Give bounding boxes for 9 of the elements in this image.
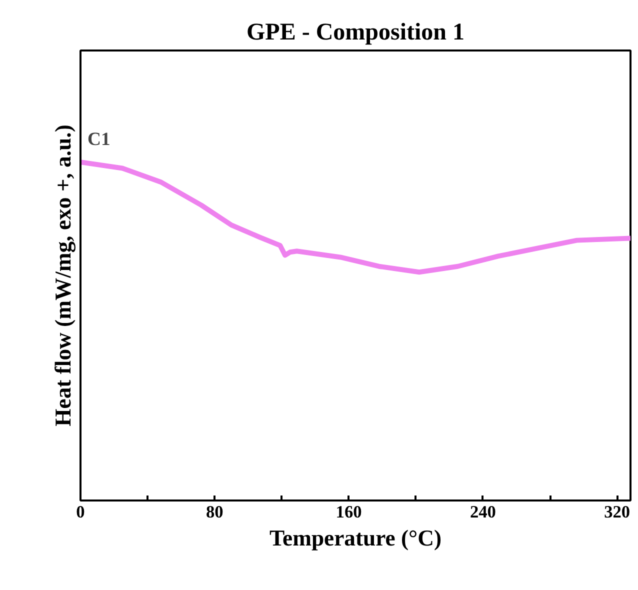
annotation: C1: [88, 129, 110, 150]
x-tick-label: 240: [470, 502, 496, 522]
x-tick-label: 0: [76, 502, 85, 522]
x-tick-label: 160: [336, 502, 362, 522]
x-axis-title: Temperature (°C): [269, 526, 442, 550]
x-tick-label: 320: [604, 502, 630, 522]
chart-title: GPE - Composition 1: [246, 20, 465, 46]
y-axis-title: Heat flow (mW/mg, exo +, a.u.): [50, 124, 76, 426]
x-tick-label: 80: [206, 502, 224, 522]
